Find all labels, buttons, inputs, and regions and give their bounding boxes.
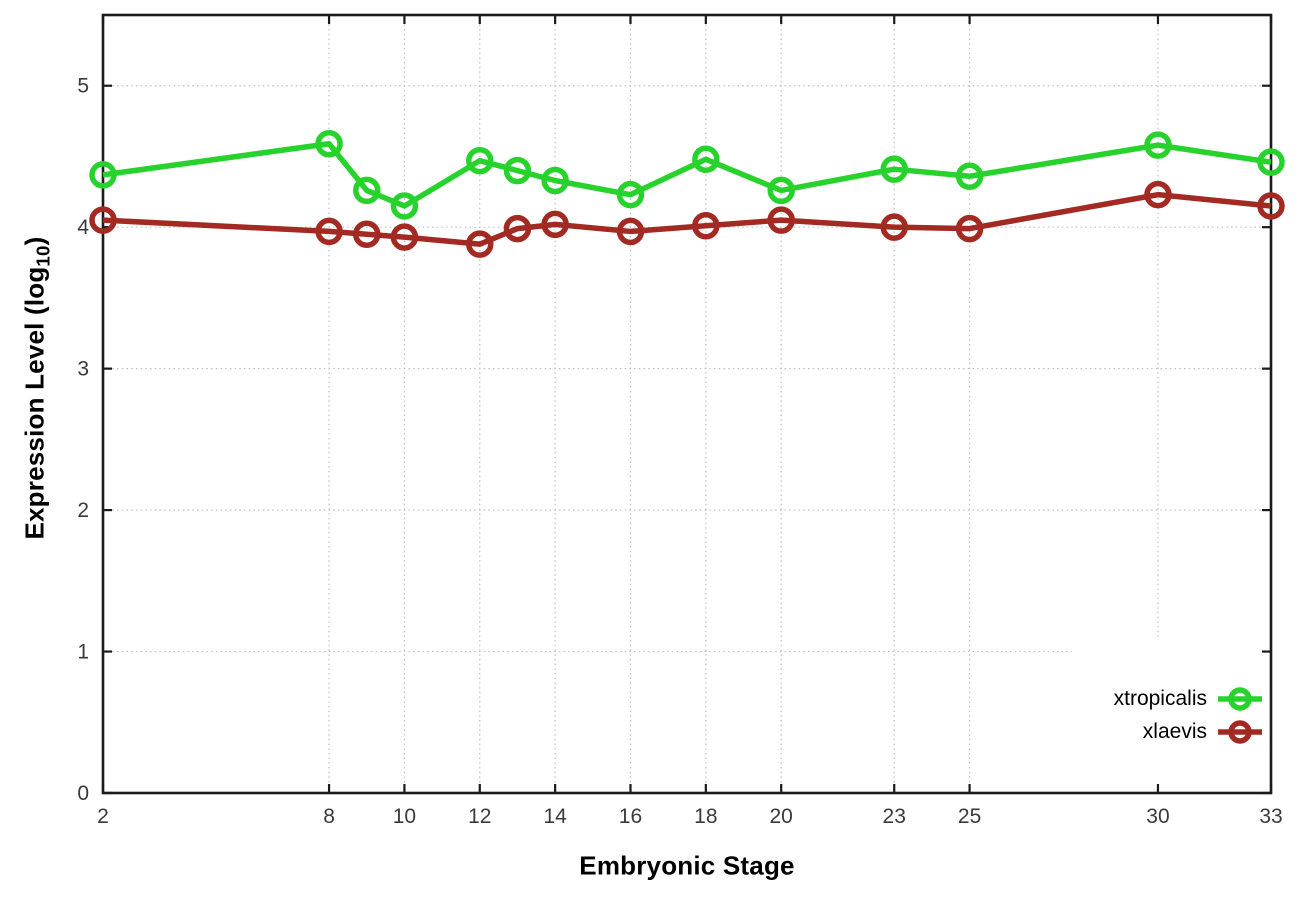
data-point-xlaevis-23 — [880, 213, 908, 241]
x-tick-label: 33 — [1259, 805, 1282, 828]
y-tick-label: 5 — [77, 75, 89, 98]
data-point-xtropicalis-25 — [955, 162, 984, 191]
data-point-xlaevis-12 — [466, 230, 494, 258]
plot-border — [101, 13, 1273, 795]
data-point-xtropicalis-18 — [692, 145, 720, 174]
series-line-xlaevis — [102, 191, 1272, 247]
x-tick-label: 12 — [468, 805, 491, 828]
legend-background — [1072, 637, 1271, 791]
y-axis-title-text: Expression Level (log — [19, 266, 50, 540]
y-tick-label: 0 — [77, 782, 89, 805]
legend-label: xlaevis — [1142, 719, 1207, 743]
x-tick-label: 8 — [323, 805, 335, 828]
legend-item: xtropicalis — [1114, 682, 1263, 715]
x-tick-label: 16 — [619, 805, 642, 828]
y-tick-label: 3 — [77, 358, 89, 381]
data-point-xlaevis-10 — [390, 223, 419, 251]
x-axis-title: Embryonic Stage — [579, 850, 795, 881]
data-point-xtropicalis-30 — [1144, 131, 1172, 159]
data-point-xlaevis-8 — [315, 217, 343, 246]
data-point-xtropicalis-8 — [315, 129, 343, 158]
x-tick-label: 20 — [770, 805, 793, 828]
data-point-xlaevis-14 — [541, 210, 569, 239]
series-line-xtropicalis — [102, 140, 1272, 209]
data-point-xlaevis-9 — [352, 220, 381, 249]
data-point-xtropicalis-33 — [1257, 148, 1285, 176]
x-tick-label: 10 — [393, 805, 416, 828]
data-point-xtropicalis-9 — [352, 176, 381, 205]
data-point-xlaevis-13 — [503, 214, 532, 243]
x-tick-label: 18 — [694, 805, 717, 828]
data-point-xlaevis-18 — [692, 212, 720, 240]
data-point-xtropicalis-2 — [89, 161, 117, 189]
y-tick-label: 4 — [77, 216, 89, 239]
data-point-xlaevis-30 — [1144, 180, 1172, 209]
data-point-xlaevis-25 — [955, 214, 984, 243]
data-point-xtropicalis-23 — [880, 155, 908, 183]
y-axis-title: Expression Level (log10) — [19, 236, 54, 539]
legend: xtropicalis xlaevis — [1114, 682, 1263, 748]
legend-item: xlaevis — [1114, 715, 1263, 748]
data-point-xlaevis-16 — [616, 217, 645, 246]
x-tick-label: 23 — [883, 805, 906, 828]
data-point-xtropicalis-20 — [767, 176, 795, 205]
x-tick-label: 14 — [543, 805, 567, 828]
data-point-xtropicalis-16 — [616, 180, 645, 209]
x-tick-label: 30 — [1146, 805, 1169, 828]
y-axis-title-subscript: 10 — [32, 245, 54, 267]
data-point-xlaevis-33 — [1257, 192, 1285, 220]
legend-marker-icon — [1218, 686, 1262, 711]
data-point-xtropicalis-14 — [541, 166, 569, 195]
legend-marker-icon — [1218, 719, 1262, 744]
data-point-xlaevis-20 — [767, 206, 795, 234]
legend-label: xtropicalis — [1113, 686, 1207, 710]
data-point-xtropicalis-10 — [390, 192, 419, 220]
x-tick-label: 2 — [97, 805, 109, 828]
data-point-xtropicalis-12 — [466, 146, 494, 175]
y-tick-label: 1 — [77, 641, 89, 664]
y-tick-label: 2 — [77, 499, 89, 522]
y-axis-title-close-paren: ) — [19, 236, 50, 246]
data-point-xtropicalis-13 — [503, 156, 532, 185]
data-point-xlaevis-2 — [89, 206, 117, 234]
x-tick-label: 25 — [958, 805, 981, 828]
